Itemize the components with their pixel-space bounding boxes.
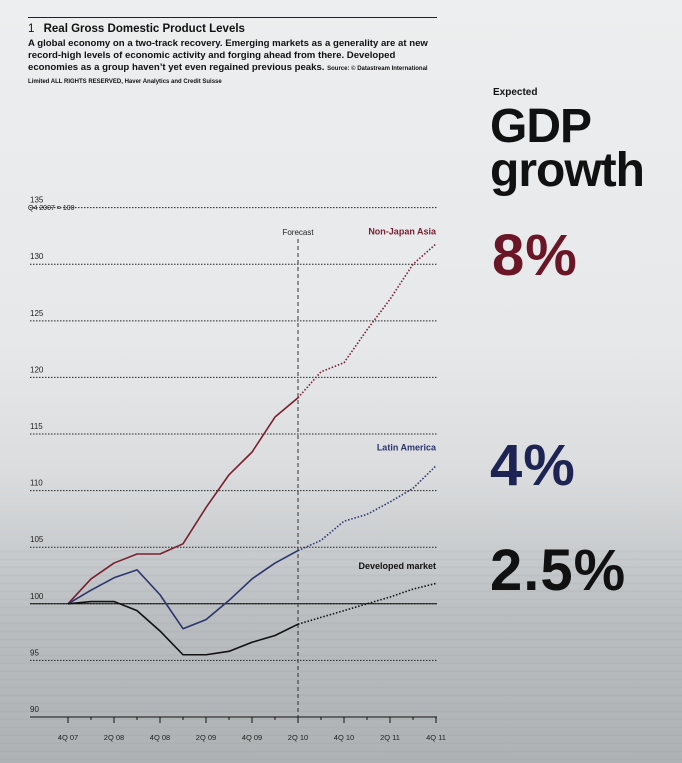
- series-line-forecast-1: [297, 465, 437, 552]
- series-line-historic-2: [67, 600, 299, 656]
- figure-description: A global economy on a two-track recovery…: [28, 38, 428, 88]
- y-tick-label-120: 120: [30, 365, 44, 374]
- growth-value-latam: 4%: [490, 433, 576, 498]
- top-rule: [28, 17, 437, 18]
- x-tick-label: 2Q 11: [380, 733, 400, 742]
- side-headline: GDP growth: [490, 100, 645, 197]
- y-tick-label-115: 115: [30, 422, 43, 431]
- y-tick-label-100: 100: [30, 592, 44, 601]
- x-tick-label: 2Q 10: [288, 733, 308, 742]
- series-line-forecast-0: [297, 243, 437, 399]
- chart-unit-label: Q4 2007 = 100: [28, 205, 75, 212]
- side-expected-label: Expected: [493, 87, 538, 98]
- y-tick-label-135: 135: [30, 196, 44, 205]
- x-tick-label: 2Q 09: [196, 733, 216, 742]
- figure-description-text: A global economy on a two-track recovery…: [28, 38, 428, 73]
- y-tick-label-125: 125: [30, 309, 44, 318]
- x-tick-label: 4Q 07: [58, 733, 78, 742]
- figure-title: 1 Real Gross Domestic Product Levels: [28, 23, 245, 35]
- growth-value-developed: 2.5%: [490, 538, 627, 603]
- series-label-2: Developed market: [358, 561, 436, 571]
- series-line-historic-0: [67, 397, 299, 605]
- figure-source: Source: © Datastream International Limit…: [28, 66, 428, 85]
- x-tick-label: 4Q 08: [150, 733, 170, 742]
- y-tick-label-105: 105: [30, 535, 44, 544]
- forecast-label: Forecast: [282, 228, 314, 237]
- growth-value-asia: 8%: [492, 223, 578, 288]
- figure-title-text: Real Gross Domestic Product Levels: [43, 23, 245, 35]
- series-label-0: Non-Japan Asia: [368, 227, 437, 237]
- y-tick-label-95: 95: [30, 648, 39, 657]
- x-tick-label: 2Q 08: [104, 733, 124, 742]
- y-tick-label-90: 90: [30, 705, 39, 714]
- series-line-historic-1: [67, 549, 299, 630]
- x-tick-label: 4Q 10: [334, 733, 354, 742]
- x-tick-label: 4Q 09: [242, 733, 262, 742]
- y-tick-label-130: 130: [30, 252, 44, 261]
- y-tick-label-110: 110: [30, 479, 43, 488]
- x-tick-label: 4Q 11: [426, 733, 446, 742]
- figure-number: 1: [28, 23, 35, 35]
- series-label-1: Latin America: [377, 442, 437, 452]
- series-line-forecast-2: [297, 582, 437, 625]
